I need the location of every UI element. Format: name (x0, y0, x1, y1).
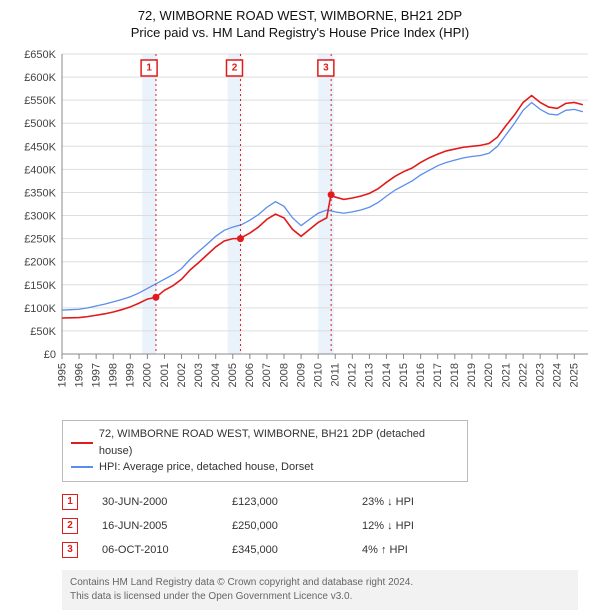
svg-text:1: 1 (146, 63, 152, 74)
svg-text:£100K: £100K (24, 303, 56, 315)
svg-text:2000: 2000 (142, 363, 154, 387)
svg-text:£0: £0 (44, 349, 56, 361)
svg-text:£450K: £450K (24, 141, 56, 153)
svg-text:2004: 2004 (210, 363, 222, 387)
event-price: £250,000 (232, 520, 362, 532)
svg-text:2019: 2019 (466, 363, 478, 387)
svg-text:2021: 2021 (500, 363, 512, 387)
svg-text:2024: 2024 (552, 363, 564, 387)
svg-text:1997: 1997 (90, 363, 102, 387)
attribution-line: This data is licensed under the Open Gov… (70, 590, 570, 604)
title-block: 72, WIMBORNE ROAD WEST, WIMBORNE, BH21 2… (0, 0, 600, 44)
svg-text:2011: 2011 (330, 363, 342, 387)
svg-text:2010: 2010 (312, 363, 324, 387)
event-number-box: 2 (62, 518, 78, 534)
chart-subtitle: Price paid vs. HM Land Registry's House … (0, 25, 600, 40)
legend-row: 72, WIMBORNE ROAD WEST, WIMBORNE, BH21 2… (71, 426, 459, 459)
svg-text:2006: 2006 (244, 363, 256, 387)
event-date: 06-OCT-2010 (102, 544, 232, 556)
svg-text:2012: 2012 (347, 363, 359, 387)
event-delta: 23% ↓ HPI (362, 496, 492, 508)
svg-text:1996: 1996 (73, 363, 85, 387)
svg-text:2013: 2013 (364, 363, 376, 387)
svg-text:3: 3 (323, 63, 329, 74)
svg-text:2014: 2014 (381, 363, 393, 387)
svg-text:2: 2 (232, 63, 238, 74)
legend-label: HPI: Average price, detached house, Dors… (99, 459, 313, 476)
svg-text:2018: 2018 (449, 363, 461, 387)
event-number-box: 1 (62, 494, 78, 510)
event-row: 2 16-JUN-2005£250,00012% ↓ HPI (62, 514, 532, 538)
event-row: 3 06-OCT-2010£345,0004% ↑ HPI (62, 538, 532, 562)
event-price: £123,000 (232, 496, 362, 508)
legend-row: HPI: Average price, detached house, Dors… (71, 459, 459, 476)
svg-text:2022: 2022 (517, 363, 529, 387)
chart-area: £0 £50K £100K £150K £200K £250K £300K £350K £400… (0, 44, 600, 414)
svg-text:2025: 2025 (569, 363, 581, 387)
event-date: 16-JUN-2005 (102, 520, 232, 532)
legend-label: 72, WIMBORNE ROAD WEST, WIMBORNE, BH21 2… (99, 426, 459, 459)
svg-text:£500K: £500K (24, 118, 56, 130)
events-table: 1 30-JUN-2000£123,00023% ↓ HPI 2 16-JUN-200… (62, 490, 532, 562)
svg-text:2002: 2002 (176, 363, 188, 387)
svg-text:2017: 2017 (432, 363, 444, 387)
svg-text:2009: 2009 (295, 363, 307, 387)
event-price: £345,000 (232, 544, 362, 556)
event-delta: 12% ↓ HPI (362, 520, 492, 532)
chart-container: 72, WIMBORNE ROAD WEST, WIMBORNE, BH21 2… (0, 0, 600, 610)
svg-text:£350K: £350K (24, 187, 56, 199)
svg-text:2007: 2007 (261, 363, 273, 387)
svg-text:2016: 2016 (415, 363, 427, 387)
event-number-box: 3 (62, 542, 78, 558)
svg-text:2023: 2023 (534, 363, 546, 387)
event-delta: 4% ↑ HPI (362, 544, 492, 556)
line-chart-svg: £0 £50K £100K £150K £200K £250K £300K £350K £400… (0, 44, 600, 414)
svg-text:£150K: £150K (24, 280, 56, 292)
svg-text:£550K: £550K (24, 95, 56, 107)
svg-text:1998: 1998 (108, 363, 120, 387)
svg-text:£300K: £300K (24, 211, 56, 223)
legend-swatch (71, 466, 93, 468)
svg-text:2005: 2005 (227, 363, 239, 387)
svg-text:2001: 2001 (159, 363, 171, 387)
event-date: 30-JUN-2000 (102, 496, 232, 508)
svg-text:£200K: £200K (24, 257, 56, 269)
chart-title: 72, WIMBORNE ROAD WEST, WIMBORNE, BH21 2… (0, 8, 600, 23)
legend: 72, WIMBORNE ROAD WEST, WIMBORNE, BH21 2… (62, 420, 468, 482)
svg-text:2015: 2015 (398, 363, 410, 387)
svg-text:£650K: £650K (24, 49, 56, 61)
svg-text:2020: 2020 (483, 363, 495, 387)
svg-text:1995: 1995 (56, 363, 68, 387)
legend-swatch (71, 442, 93, 444)
svg-text:£400K: £400K (24, 164, 56, 176)
svg-text:£250K: £250K (24, 234, 56, 246)
event-row: 1 30-JUN-2000£123,00023% ↓ HPI (62, 490, 532, 514)
svg-text:£600K: £600K (24, 72, 56, 84)
attribution-line: Contains HM Land Registry data © Crown c… (70, 576, 570, 590)
svg-text:1999: 1999 (125, 363, 137, 387)
svg-text:£50K: £50K (30, 326, 56, 338)
svg-text:2003: 2003 (193, 363, 205, 387)
svg-text:2008: 2008 (278, 363, 290, 387)
